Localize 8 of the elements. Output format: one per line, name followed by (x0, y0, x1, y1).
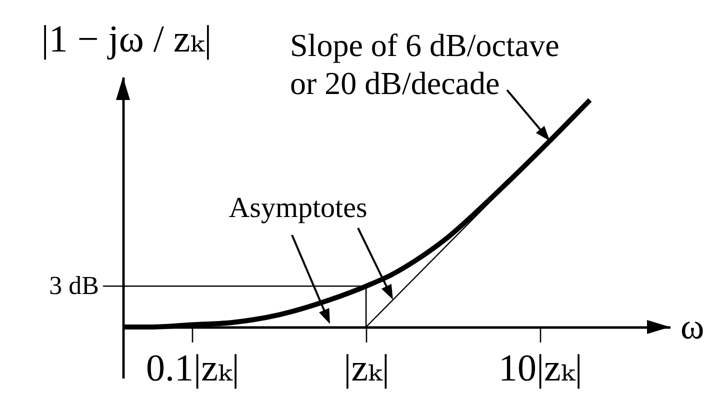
x-axis-title: ω (680, 306, 704, 346)
x-tick-label: 0.1|zₖ| (146, 348, 240, 390)
y-axis-title: |1 − jω / zₖ| (41, 18, 212, 60)
annotation: Asymptotes (228, 192, 368, 224)
ref-line-label: 3 dB (49, 271, 99, 300)
x-tick-label: |zₖ| (344, 348, 390, 390)
annotation: Slope of 6 dB/octave or 20 dB/decade (290, 27, 560, 101)
x-tick-label: 10|zₖ| (498, 348, 582, 390)
